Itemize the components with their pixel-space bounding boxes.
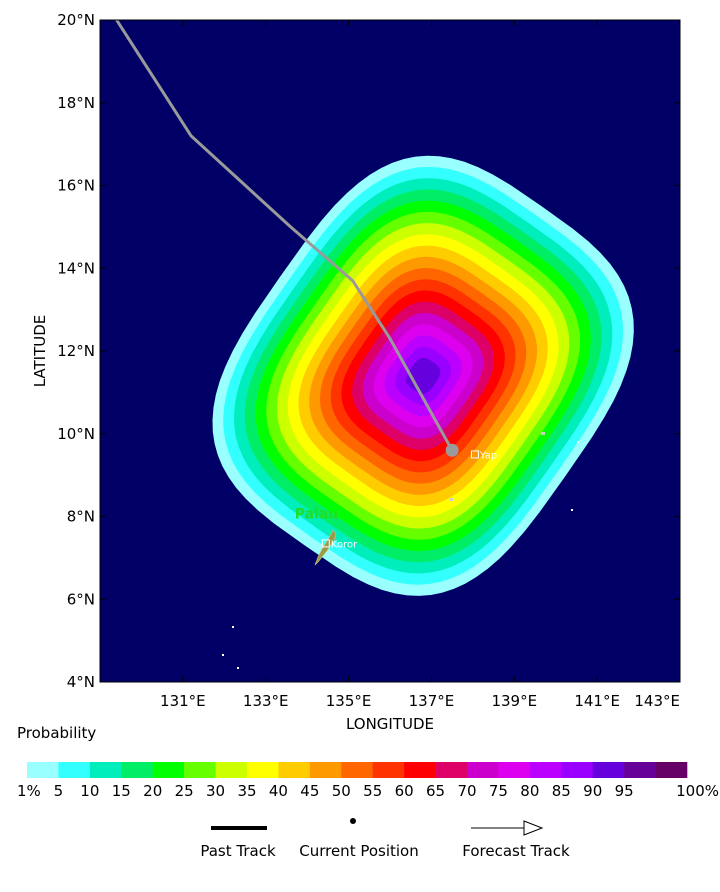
latitude-ticks: 4°N 6°N 8°N 10°N 12°N 14°N 16°N 18°N 20°N xyxy=(57,11,680,691)
current-position-legend-label: Current Position xyxy=(299,842,419,860)
y-tick-label: 14°N xyxy=(57,259,95,277)
probability-bin-label: 100% xyxy=(676,782,719,800)
y-tick-label: 16°N xyxy=(57,177,95,195)
probability-bands xyxy=(212,155,634,596)
longitude-ticks: 131°E 133°E 135°E 137°E 139°E 141°E 143°E xyxy=(160,20,681,710)
past-track-legend-label: Past Track xyxy=(200,842,276,860)
x-tick-label: 141°E xyxy=(574,692,620,710)
color-bar-swatch xyxy=(341,762,374,778)
place-labels: Yap Koror xyxy=(321,450,497,550)
probability-bin-label: 70 xyxy=(457,782,476,800)
forecast-track-legend-label: Forecast Track xyxy=(462,842,570,860)
probability-bin-label: 15 xyxy=(112,782,131,800)
color-bar-swatch xyxy=(89,762,122,778)
color-bar-swatch xyxy=(404,762,436,778)
y-tick-label: 12°N xyxy=(57,342,95,360)
probability-bin-label: 75 xyxy=(489,782,508,800)
place-name: Koror xyxy=(331,539,358,550)
sonsorol-dot xyxy=(232,626,234,628)
color-bar-swatch xyxy=(529,762,562,778)
color-bar-swatch xyxy=(27,762,59,778)
probability-bin-label: 85 xyxy=(552,782,571,800)
place-name: Yap xyxy=(479,450,497,461)
color-bar-swatch xyxy=(184,762,216,778)
y-tick-label: 20°N xyxy=(57,11,95,29)
probability-bin-label: 35 xyxy=(237,782,256,800)
probability-bin-labels: 1% 5 10 15 20 25 30 35 40 45 50 55 60 65 70 75 80 85 90 95 1… xyxy=(17,782,719,800)
y-tick-label: 8°N xyxy=(67,508,95,526)
ulithi-dot xyxy=(541,432,545,435)
plot-area: Yap Koror Palau xyxy=(100,20,680,682)
y-tick-label: 10°N xyxy=(57,425,95,443)
x-axis-title: LONGITUDE xyxy=(346,715,434,733)
y-tick-label: 6°N xyxy=(67,590,95,608)
color-bar-swatch xyxy=(58,762,91,778)
probability-bin-label: 90 xyxy=(583,782,602,800)
probability-bin-label: 45 xyxy=(300,782,319,800)
probability-bin-label: 40 xyxy=(269,782,288,800)
tobi-dot xyxy=(222,654,224,656)
palau-islands xyxy=(314,529,337,566)
x-tick-label: 137°E xyxy=(409,692,455,710)
probability-bin-label: 5 xyxy=(54,782,64,800)
color-bar-swatch xyxy=(655,762,688,778)
color-bar-swatch xyxy=(592,762,625,778)
current-position-legend-dot xyxy=(350,818,356,824)
probability-bin-label: 80 xyxy=(520,782,539,800)
past-track-line xyxy=(115,20,454,452)
color-bar-swatch xyxy=(121,762,154,778)
color-bar-swatch xyxy=(498,762,531,778)
probability-bin-label: 10 xyxy=(80,782,99,800)
probability-bin-label: 25 xyxy=(175,782,194,800)
x-tick-label: 133°E xyxy=(243,692,289,710)
x-tick-label: 131°E xyxy=(160,692,206,710)
ngulu-dot xyxy=(450,498,453,501)
islands xyxy=(222,432,579,669)
color-bar-swatch xyxy=(278,762,311,778)
color-bar-swatch xyxy=(561,762,594,778)
probability-bin-label: 1% xyxy=(17,782,41,800)
probability-legend-title: Probability xyxy=(17,724,96,742)
sorol-dot xyxy=(571,509,573,511)
forecast-track-legend-arrow xyxy=(471,820,544,836)
place-marker xyxy=(321,539,330,548)
color-bar-swatch xyxy=(152,762,185,778)
current-position-marker xyxy=(445,443,459,457)
track-legend: Past Track Current Position Forecast Tra… xyxy=(200,818,570,860)
color-bar-swatch xyxy=(467,762,499,778)
probability-bin-label: 95 xyxy=(615,782,634,800)
probability-bin-label: 20 xyxy=(143,782,162,800)
probability-bin-label: 60 xyxy=(395,782,414,800)
probability-bin-label: 30 xyxy=(206,782,225,800)
probability-bin-label: 50 xyxy=(332,782,351,800)
color-bar-swatch xyxy=(309,762,342,778)
x-tick-label: 135°E xyxy=(326,692,372,710)
y-tick-label: 4°N xyxy=(67,673,95,691)
color-bar-swatch xyxy=(247,762,279,778)
y-tick-label: 18°N xyxy=(57,94,95,112)
fais-dot xyxy=(577,441,579,443)
x-tick-label: 139°E xyxy=(491,692,537,710)
helen-reef-dot xyxy=(237,667,239,669)
y-axis-title: LATITUDE xyxy=(31,315,49,388)
probability-bin-label: 65 xyxy=(426,782,445,800)
color-bar-swatch xyxy=(435,762,468,778)
probability-bin-label: 55 xyxy=(363,782,382,800)
probability-color-bar xyxy=(27,762,688,778)
x-tick-label: 143°E xyxy=(634,692,680,710)
color-bar-swatch xyxy=(372,762,405,778)
region-labels: Palau xyxy=(295,507,339,523)
color-bar-swatch xyxy=(215,762,248,778)
place-marker xyxy=(470,450,479,459)
region-name: Palau xyxy=(295,507,339,523)
color-bar-swatch xyxy=(624,762,656,778)
